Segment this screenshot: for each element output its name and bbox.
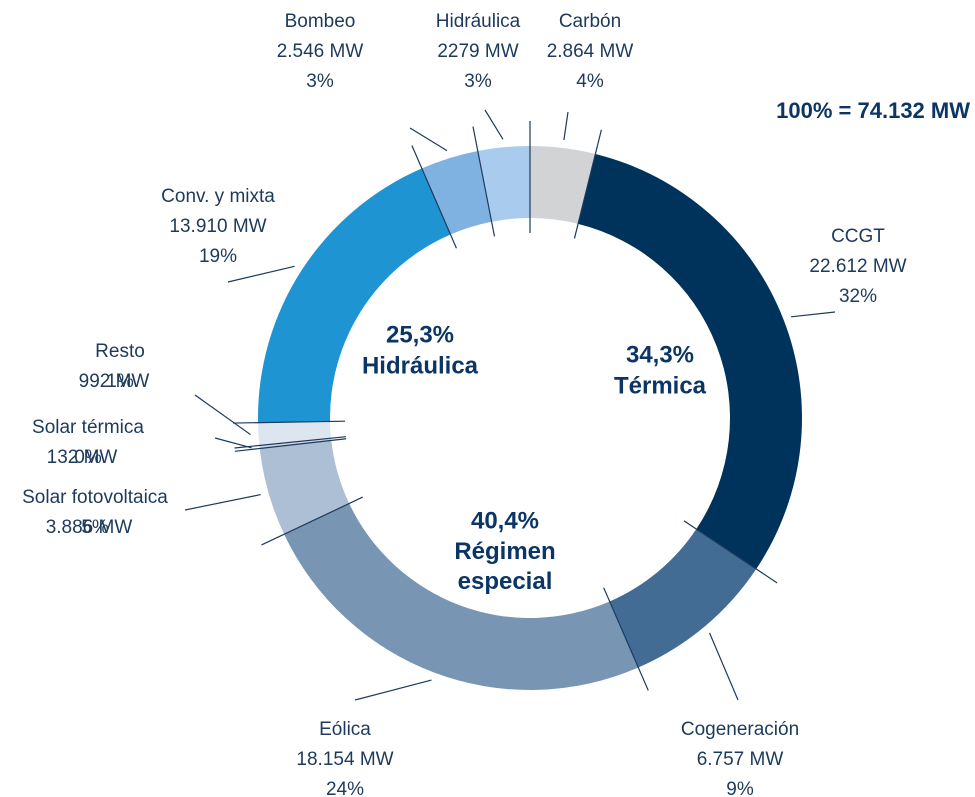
leader-line (354, 679, 432, 701)
segment-divider (234, 438, 347, 452)
donut-segment (578, 153, 802, 569)
percent-label: 1% (106, 371, 134, 392)
value-label: 2279 MW (437, 41, 518, 62)
percent-label: 3% (464, 71, 492, 92)
donut-segment (421, 151, 492, 235)
leader-line (227, 265, 295, 283)
category-label: Resto (95, 341, 145, 362)
donut-segment (258, 168, 451, 423)
donut-segment (284, 503, 639, 690)
category-label: Cogeneración (681, 719, 799, 740)
segment-divider (233, 420, 346, 424)
percent-label: 0% (74, 447, 102, 468)
leader-line (791, 311, 836, 318)
group-name: Hidráulica (362, 352, 479, 379)
percent-label: 32% (839, 286, 877, 307)
leader-line (563, 111, 569, 141)
value-label: 2.546 MW (277, 41, 364, 62)
value-label: 18.154 MW (296, 749, 393, 770)
total-label: 100% = 74.132 MW (776, 98, 970, 123)
segment-label: Bombeo 2.546 MW 3% (277, 11, 364, 92)
category-label: Solar térmica (32, 417, 144, 438)
percent-label: 4% (576, 71, 604, 92)
value-label: 22.612 MW (809, 256, 906, 277)
segment-label: CCGT 22.612 MW 32% (809, 226, 906, 307)
leader-line (409, 127, 448, 152)
category-label: Solar fotovoltaica (22, 487, 168, 508)
segment-label: Solar térmica 132 MW0% (32, 417, 144, 468)
group-name: Térmica (614, 372, 707, 399)
donut-segment (609, 529, 757, 668)
leader-line (184, 494, 261, 511)
percent-label: 5% (81, 517, 109, 538)
segment-divider (261, 496, 364, 546)
segment-label: Carbón 2.864 MW 4% (547, 11, 634, 92)
value-label: 13.910 MW (169, 216, 266, 237)
segment-label: Solar fotovoltaica 3.886 MW5% (22, 487, 168, 538)
percent-label: 24% (326, 779, 364, 797)
category-label: Hidráulica (436, 11, 521, 32)
value-label: 3.886 MW (46, 517, 133, 538)
group-share: 25,3% (386, 321, 454, 348)
category-label: Conv. y mixta (161, 186, 275, 207)
segment-divider (573, 129, 602, 239)
segment-label: Eólica 18.154 MW 24% (296, 719, 393, 797)
segment-divider (472, 126, 496, 237)
leader-line (484, 109, 504, 140)
value-label: 2.864 MW (547, 41, 634, 62)
group-name: Régimen especial (454, 538, 555, 595)
donut-segment (530, 146, 596, 224)
segment-label: Hidráulica 2279 MW 3% (436, 11, 521, 92)
donut-segment (477, 146, 530, 222)
segment-label: Cogeneración 6.757 MW 9% (681, 719, 799, 797)
donut-segment (259, 440, 350, 535)
segment-divider (603, 587, 649, 691)
category-label: Eólica (319, 719, 371, 740)
value-label: 6.757 MW (697, 749, 784, 770)
percent-label: 19% (199, 246, 237, 267)
leader-line (194, 394, 251, 436)
category-label: CCGT (831, 226, 885, 247)
segment-label: Conv. y mixta 13.910 MW 19% (161, 186, 275, 267)
group-share: 40,4% (471, 507, 539, 534)
segment-divider (683, 520, 778, 584)
segment-divider (234, 436, 347, 449)
category-label: Bombeo (285, 11, 356, 32)
leader-line (708, 632, 739, 701)
value-label: 132 MW (47, 447, 118, 468)
group-share: 34,3% (626, 341, 694, 368)
value-label: 992 MW (79, 371, 150, 392)
group-name-line: Régimen (454, 538, 555, 565)
leader-line (214, 437, 252, 449)
percent-label: 3% (306, 71, 334, 92)
category-label: Carbón (559, 11, 621, 32)
percent-label: 9% (726, 779, 754, 797)
group-name-line: especial (458, 568, 553, 595)
segment-divider (411, 145, 457, 249)
segment-label: Resto 992 MW1% (79, 341, 150, 392)
